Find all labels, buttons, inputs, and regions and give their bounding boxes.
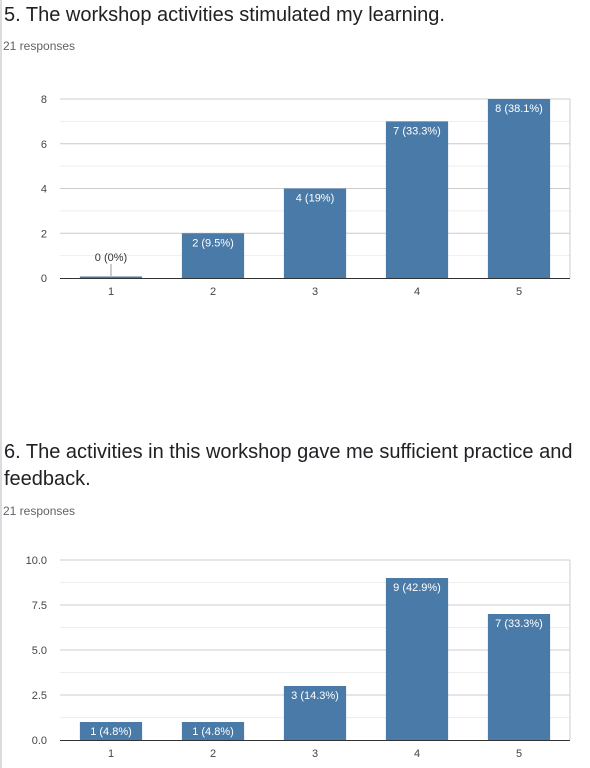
y-tick-label: 6 bbox=[41, 139, 47, 151]
bar bbox=[487, 614, 551, 740]
data-label: 1 (4.8%) bbox=[90, 726, 132, 738]
x-tick-label: 5 bbox=[516, 286, 522, 298]
data-label: 1 (4.8%) bbox=[192, 726, 234, 738]
x-tick-label: 1 bbox=[108, 748, 114, 760]
x-tick-label: 2 bbox=[210, 286, 216, 298]
bar bbox=[487, 99, 551, 278]
data-label: 7 (33.3%) bbox=[495, 618, 543, 630]
bar bbox=[79, 722, 143, 740]
bar bbox=[181, 233, 245, 278]
y-tick-label: 10.0 bbox=[26, 555, 47, 567]
x-tick-label: 4 bbox=[414, 286, 420, 298]
data-label: 7 (33.3%) bbox=[393, 125, 441, 137]
data-label: 3 (14.3%) bbox=[291, 690, 339, 702]
y-tick-label: 8 bbox=[41, 94, 47, 106]
x-tick-label: 4 bbox=[414, 748, 420, 760]
bar bbox=[283, 188, 347, 278]
bar bbox=[283, 686, 347, 740]
y-tick-label: 4 bbox=[41, 184, 47, 196]
x-tick-label: 1 bbox=[108, 286, 114, 298]
response-count: 21 responses bbox=[3, 39, 76, 53]
y-tick-label: 7.5 bbox=[32, 600, 47, 612]
data-label: 9 (42.9%) bbox=[393, 582, 441, 594]
y-tick-label: 0.0 bbox=[32, 735, 47, 747]
bar bbox=[385, 121, 449, 278]
bar bbox=[385, 578, 449, 740]
bar-chart-q6: 0.0 2.5 5.0 7.5 10.0 1 (4.8%) 1 1 (4.8%) 2 3 (14.… bbox=[26, 555, 571, 760]
bar bbox=[181, 722, 245, 740]
response-count: 21 responses bbox=[3, 504, 76, 518]
bar bbox=[79, 276, 143, 278]
data-label: 2 (9.5%) bbox=[192, 237, 234, 249]
data-label: 4 (19%) bbox=[296, 193, 335, 205]
data-label: 0 (0%) bbox=[95, 252, 127, 264]
data-label: 8 (38.1%) bbox=[495, 103, 543, 115]
left-border bbox=[0, 0, 2, 768]
question-title: 5. The workshop activities stimulated my… bbox=[4, 4, 445, 26]
bar-chart-q5: 0 2 4 6 8 0 (0%) 1 2 (9.5%) 2 4 (19%) 3 7 (33.3%) 4 8… bbox=[41, 94, 571, 298]
y-tick-label: 2 bbox=[41, 228, 47, 240]
y-tick-label: 0 bbox=[41, 273, 47, 285]
x-tick-label: 3 bbox=[312, 748, 318, 760]
x-tick-label: 5 bbox=[516, 748, 522, 760]
y-tick-label: 2.5 bbox=[32, 690, 47, 702]
x-tick-label: 3 bbox=[312, 286, 318, 298]
question-title: 6. The activities in this workshop gave … bbox=[4, 441, 573, 490]
x-tick-label: 2 bbox=[210, 748, 216, 760]
y-tick-label: 5.0 bbox=[32, 645, 47, 657]
